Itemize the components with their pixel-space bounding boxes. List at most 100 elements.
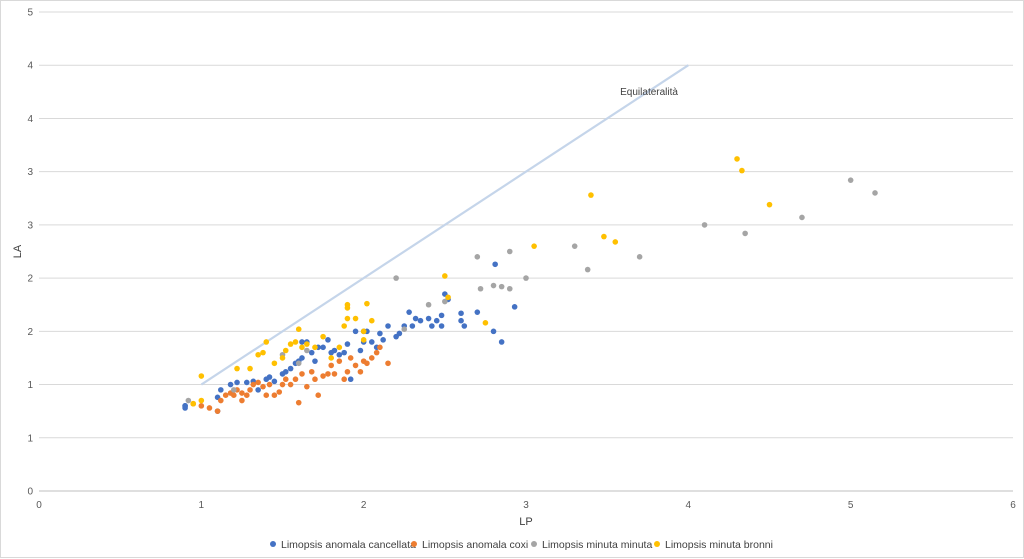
point-series-4 xyxy=(247,365,253,372)
point-series-1 xyxy=(341,349,347,356)
point-series-3 xyxy=(393,275,399,281)
point-series-2 xyxy=(260,383,266,390)
point-series-2 xyxy=(263,392,270,399)
point-series-1 xyxy=(266,374,273,380)
equilaterality-line xyxy=(200,64,689,386)
point-series-1 xyxy=(182,403,188,409)
point-series-3 xyxy=(571,243,578,249)
point-series-1 xyxy=(461,323,468,329)
point-series-4 xyxy=(263,339,270,345)
point-series-1 xyxy=(243,379,250,386)
point-series-1 xyxy=(492,261,498,268)
point-series-3 xyxy=(742,230,748,237)
equilaterality-label: Equilateralità xyxy=(620,87,678,98)
point-series-1 xyxy=(347,376,354,383)
legend-label: Limopsis minuta minuta xyxy=(542,539,652,551)
point-series-4 xyxy=(299,344,305,351)
point-series-4 xyxy=(360,328,367,335)
point-series-2 xyxy=(357,368,364,375)
point-series-1 xyxy=(377,330,383,337)
point-series-2 xyxy=(308,368,315,375)
point-series-3 xyxy=(799,214,805,221)
point-series-3 xyxy=(304,347,310,354)
point-series-2 xyxy=(222,392,229,399)
point-series-1 xyxy=(438,323,445,329)
point-series-2 xyxy=(315,392,322,399)
point-series-3 xyxy=(847,177,854,183)
point-series-4 xyxy=(344,301,351,308)
point-series-2 xyxy=(336,358,343,364)
point-series-4 xyxy=(734,156,740,162)
point-series-1 xyxy=(412,315,419,322)
point-series-1 xyxy=(458,310,464,317)
y-tick-label: 2 xyxy=(27,327,33,338)
point-series-4 xyxy=(282,347,289,354)
point-series-1 xyxy=(357,347,364,354)
legend-marker xyxy=(654,541,660,547)
point-series-2 xyxy=(214,408,221,414)
point-series-1 xyxy=(409,323,416,329)
point-series-1 xyxy=(299,355,305,361)
point-series-3 xyxy=(584,266,591,273)
point-series-1 xyxy=(218,387,224,393)
point-series-2 xyxy=(328,362,335,369)
point-series-3 xyxy=(185,397,192,404)
y-tick-label: 4 xyxy=(27,114,33,125)
legend-label: Limopsis anomala cancellata xyxy=(281,539,416,551)
point-series-2 xyxy=(377,344,383,351)
point-series-1 xyxy=(429,323,435,329)
point-series-4 xyxy=(360,337,367,343)
point-series-3 xyxy=(401,326,408,333)
point-series-1 xyxy=(255,387,261,393)
point-series-4 xyxy=(255,351,261,358)
point-series-4 xyxy=(320,333,326,340)
point-series-4 xyxy=(482,320,489,326)
x-tick-label: 4 xyxy=(686,500,692,511)
gridlines xyxy=(39,11,1013,492)
point-series-1 xyxy=(344,341,351,347)
point-series-1 xyxy=(352,328,359,335)
point-series-3 xyxy=(474,254,481,260)
point-series-2 xyxy=(276,389,283,395)
point-series-2 xyxy=(271,392,278,399)
x-tick-label: 3 xyxy=(523,500,529,511)
y-tick-label: 4 xyxy=(27,61,33,72)
y-tick-label: 1 xyxy=(27,380,33,391)
point-series-1 xyxy=(490,328,497,335)
point-series-1 xyxy=(308,349,315,356)
y-tick-label: 3 xyxy=(27,167,33,178)
x-tick-label: 5 xyxy=(848,500,854,511)
point-series-4 xyxy=(588,192,594,198)
point-series-2 xyxy=(368,355,375,361)
x-tick-label: 2 xyxy=(361,500,367,511)
y-tick-label: 1 xyxy=(27,433,33,444)
point-series-4 xyxy=(287,341,294,347)
x-tick-label: 6 xyxy=(1010,500,1016,511)
point-series-1 xyxy=(498,339,505,345)
point-series-1 xyxy=(425,315,432,322)
y-tick-label: 3 xyxy=(27,220,33,231)
point-series-4 xyxy=(328,355,335,361)
point-series-4 xyxy=(279,355,286,361)
point-series-1 xyxy=(368,339,375,345)
point-series-3 xyxy=(490,282,497,289)
point-series-1 xyxy=(320,344,326,351)
point-series-4 xyxy=(531,243,537,249)
y-tick-label: 0 xyxy=(27,487,33,498)
y-axis-label: LA xyxy=(12,244,24,258)
point-series-2 xyxy=(239,397,245,404)
point-series-1 xyxy=(234,379,240,386)
point-series-2 xyxy=(385,360,391,367)
point-series-2 xyxy=(266,381,273,388)
point-series-1 xyxy=(227,381,234,388)
x-axis-label: LP xyxy=(519,516,532,528)
point-series-4 xyxy=(304,341,310,347)
point-series-1 xyxy=(385,323,391,329)
point-series-2 xyxy=(320,373,326,379)
point-series-1 xyxy=(336,351,343,358)
point-series-4 xyxy=(601,233,607,240)
point-series-2 xyxy=(287,381,294,388)
point-series-3 xyxy=(498,283,505,290)
legend-label: Limopsis minuta bronni xyxy=(665,539,773,551)
